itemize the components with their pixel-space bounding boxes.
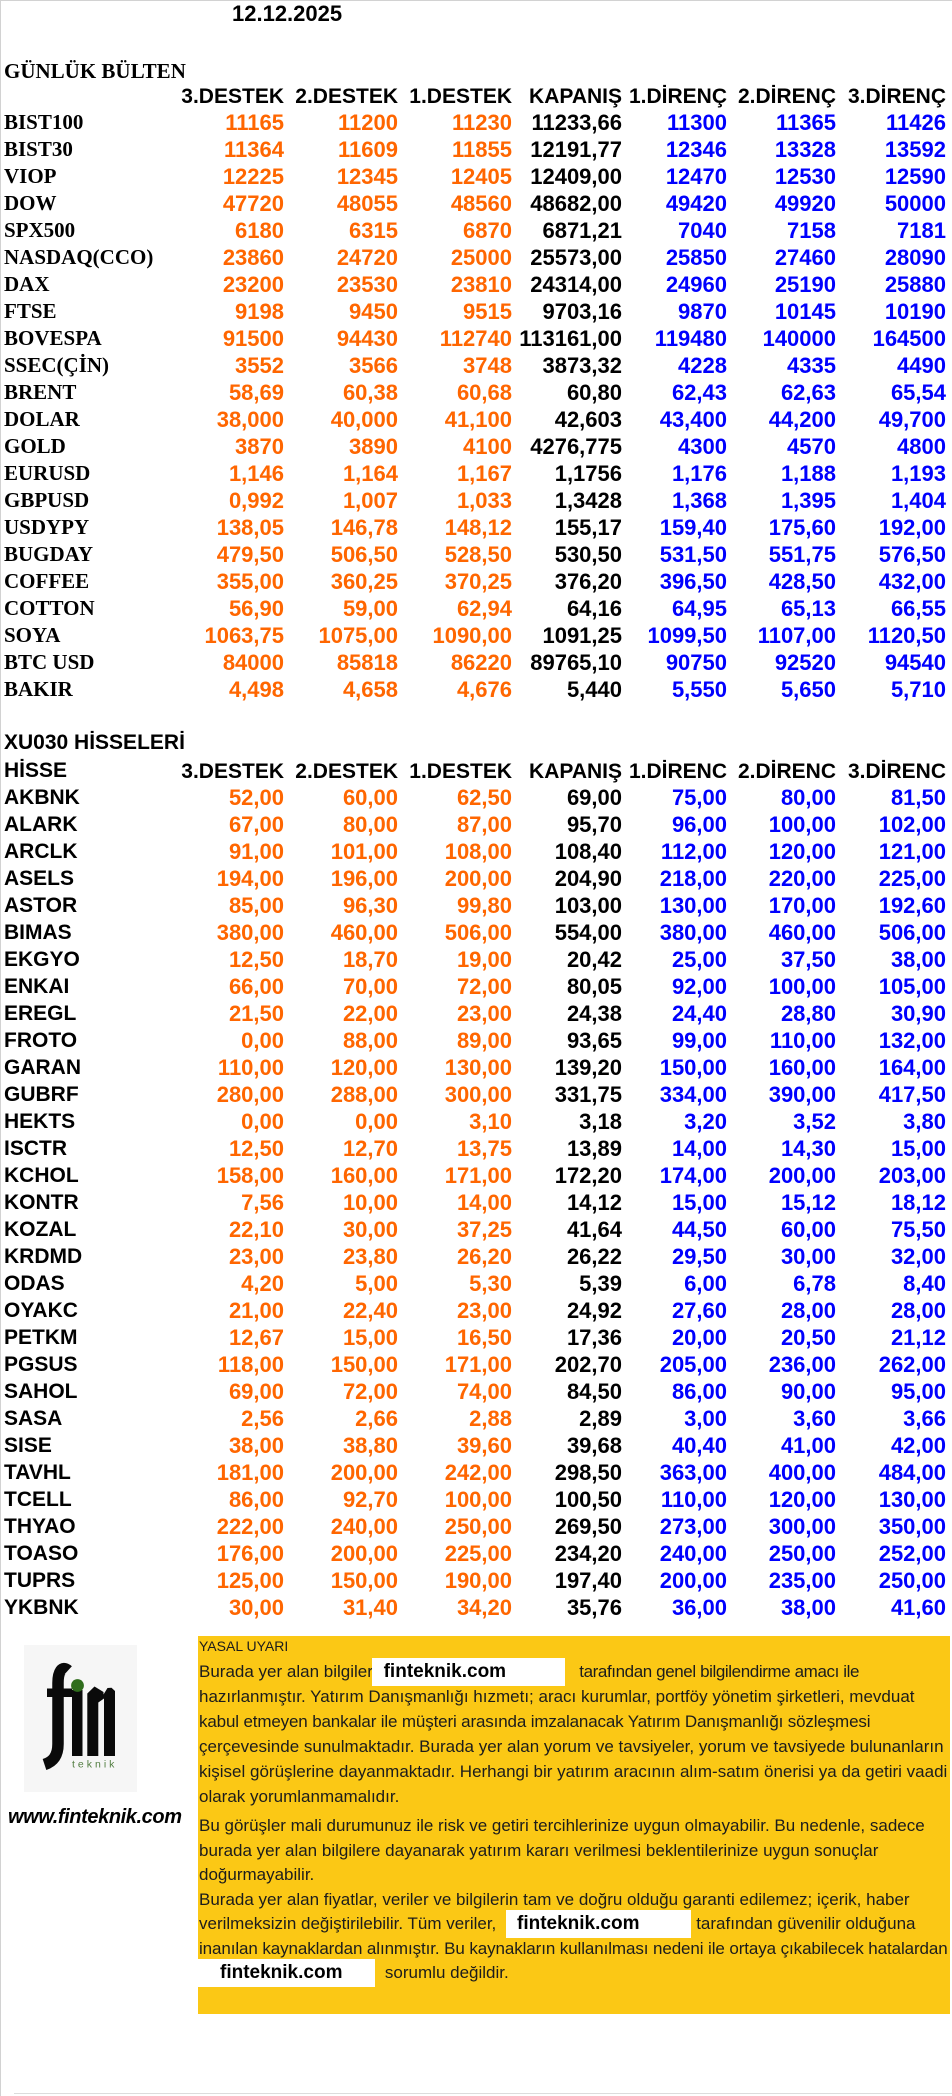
svg-text:teknik: teknik [72, 1759, 117, 1771]
